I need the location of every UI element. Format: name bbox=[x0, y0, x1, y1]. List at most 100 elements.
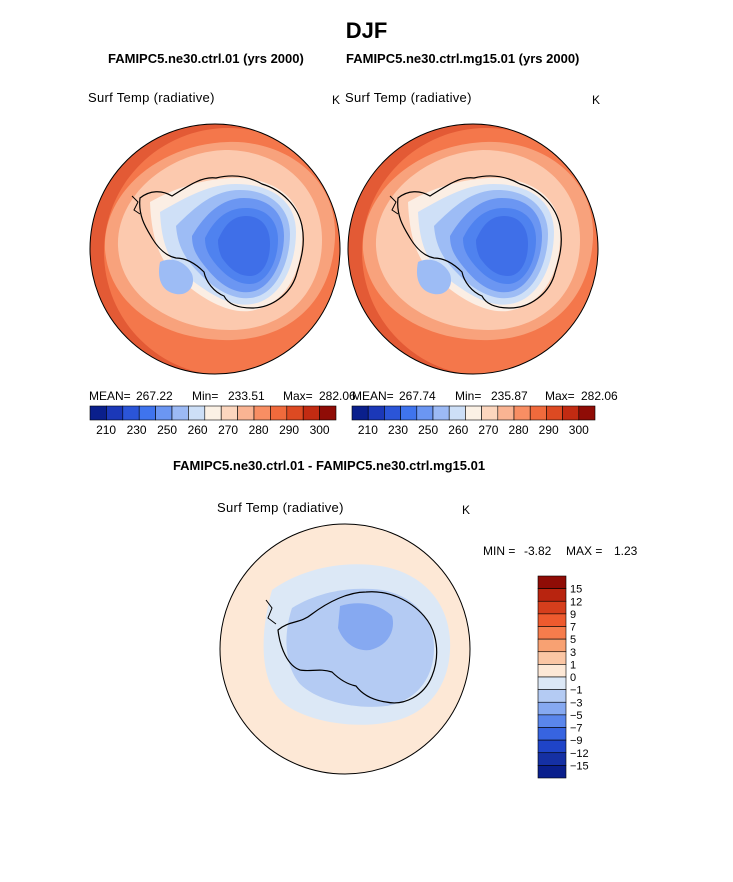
panel-2-mean-label: MEAN= bbox=[352, 389, 394, 403]
panel-2-colorbar-swatch bbox=[513, 405, 531, 421]
panel-1-max-label: Max= bbox=[283, 389, 313, 403]
panel-1-max-value: 282.06 bbox=[319, 389, 356, 403]
panel-1-colorbar-swatch bbox=[253, 405, 271, 421]
panel-2-colorbar-swatch bbox=[416, 405, 434, 421]
panel-1-mean-value: 267.22 bbox=[136, 389, 173, 403]
difference-colorbar-tick-label: −5 bbox=[570, 710, 583, 722]
difference-colorbar-tick-label: 3 bbox=[570, 647, 576, 659]
panel-2-colorbar-swatch bbox=[400, 405, 418, 421]
difference-colorbar-tick-label: −7 bbox=[570, 723, 583, 735]
panel-1-mean-label: MEAN= bbox=[89, 389, 131, 403]
panel-2-coastline bbox=[397, 175, 562, 309]
panel-1-variable-label: Surf Temp (radiative) bbox=[88, 90, 215, 105]
panel-2-field-ross-sea bbox=[416, 259, 452, 295]
panel-2-colorbar-tick-label: 230 bbox=[388, 423, 408, 437]
difference-colorbar-swatch bbox=[537, 638, 567, 653]
panel-2-max-value: 282.06 bbox=[581, 389, 618, 403]
panel-1-colorbar-tick-label: 230 bbox=[127, 423, 147, 437]
difference-colorbar-swatch bbox=[537, 664, 567, 678]
panel-1-colorbar: 210 230 250 260 270 280 290 300 bbox=[89, 405, 337, 437]
difference-colorbar-tick-label: −1 bbox=[570, 685, 583, 697]
panel-1-colorbar-swatch bbox=[302, 405, 320, 421]
difference-colorbar-tick-label: −12 bbox=[570, 748, 589, 760]
difference-colorbar-swatch bbox=[537, 701, 567, 716]
difference-colorbar-swatch bbox=[537, 752, 567, 766]
panel-2-colorbar-tick-label: 280 bbox=[509, 423, 529, 437]
panel-2-colorbar-tick-label: 290 bbox=[539, 423, 559, 437]
difference-colorbar-tick-label: 1 bbox=[570, 659, 576, 671]
difference-peninsula-line bbox=[265, 599, 277, 625]
difference-colorbar-tick-label: 12 bbox=[570, 596, 582, 608]
panel-1-colorbar-swatch bbox=[319, 405, 337, 421]
difference-colorbar-swatch bbox=[537, 727, 567, 741]
difference-field-region-3 bbox=[338, 603, 394, 651]
panel-1-colorbar-tick-label: 250 bbox=[157, 423, 177, 437]
difference-max-value: 1.23 bbox=[614, 544, 638, 558]
panel-2-colorbar-tick-label: 300 bbox=[569, 423, 589, 437]
difference-colorbar-tick-label: 5 bbox=[570, 634, 576, 646]
panel-2-map-border bbox=[347, 123, 599, 375]
panel-1-colorbar-swatch bbox=[270, 405, 288, 421]
panel-1-colorbar-swatch bbox=[286, 405, 304, 421]
difference-colorbar-tick-label: −3 bbox=[570, 697, 583, 709]
panel-1-units-label: K bbox=[332, 93, 341, 107]
panel-1-peninsula-line bbox=[131, 195, 141, 215]
difference-colorbar-swatch bbox=[537, 689, 567, 703]
panel-2-map bbox=[347, 123, 599, 375]
panel-1-colorbar-swatch bbox=[122, 405, 140, 421]
difference-title: FAMIPC5.ne30.ctrl.01 - FAMIPC5.ne30.ctrl… bbox=[172, 458, 486, 473]
difference-colorbar-tick-label: 0 bbox=[570, 672, 576, 684]
panel-1-field-ross-sea bbox=[158, 259, 194, 295]
panel-1-colorbar-tick-label: 280 bbox=[249, 423, 269, 437]
difference-colorbar-swatch bbox=[537, 600, 567, 615]
difference-max-label: MAX = bbox=[566, 544, 603, 558]
panel-1-colorbar-swatch bbox=[106, 405, 124, 421]
panel-1-colorbar-tick-label: 290 bbox=[279, 423, 299, 437]
difference-colorbar-tick-label: −9 bbox=[570, 735, 583, 747]
panel-2-colorbar-swatch bbox=[432, 405, 450, 421]
panel-1-colorbar-swatch bbox=[220, 405, 238, 421]
difference-min-value: -3.82 bbox=[524, 544, 552, 558]
panel-1-min-label: Min= bbox=[192, 389, 219, 403]
panel-2-colorbar-swatch bbox=[351, 405, 369, 421]
panel-2-max-label: Max= bbox=[545, 389, 575, 403]
panel-1-colorbar-swatch bbox=[138, 405, 156, 421]
panel-2-colorbar-swatch bbox=[578, 405, 596, 421]
panel-2-peninsula-line bbox=[389, 195, 399, 215]
panel-2-min-value: 235.87 bbox=[491, 389, 528, 403]
difference-colorbar-swatch bbox=[537, 714, 567, 728]
difference-colorbar-swatch bbox=[537, 575, 567, 589]
panel-1-map-border bbox=[89, 123, 341, 375]
difference-colorbar-swatch bbox=[537, 613, 567, 627]
panel-1-map bbox=[89, 123, 341, 375]
difference-colorbar-tick-label: 7 bbox=[570, 622, 576, 634]
panel-2-units-label: K bbox=[592, 93, 601, 107]
difference-colorbar-swatch bbox=[537, 651, 567, 665]
panel-1-field-core bbox=[218, 216, 270, 276]
panel-2-colorbar-swatch bbox=[465, 405, 482, 421]
difference-map-border bbox=[219, 523, 471, 775]
panel-1-colorbar-swatch bbox=[171, 405, 189, 421]
difference-map bbox=[219, 523, 471, 775]
panel-2-mean-value: 267.74 bbox=[399, 389, 436, 403]
panel-1-case-title: FAMIPC5.ne30.ctrl.01 (yrs 2000) bbox=[108, 51, 304, 66]
panel-2-colorbar-swatch bbox=[384, 405, 401, 421]
panel-1-colorbar-tick-label: 260 bbox=[188, 423, 208, 437]
panel-2-colorbar-swatch bbox=[562, 405, 580, 421]
panel-2-colorbar-tick-label: 250 bbox=[418, 423, 438, 437]
page-title: DJF bbox=[345, 18, 388, 43]
panel-2-colorbar-swatch bbox=[497, 405, 515, 421]
panel-1-colorbar-tick-label: 300 bbox=[310, 423, 330, 437]
panel-2-colorbar-swatch bbox=[529, 405, 547, 421]
difference-units-label: K bbox=[462, 503, 471, 517]
difference-colorbar-swatch bbox=[537, 626, 567, 640]
panel-1-colorbar-tick-label: 270 bbox=[218, 423, 238, 437]
panel-2-min-label: Min= bbox=[455, 389, 482, 403]
panel-1-colorbar-swatch bbox=[188, 405, 206, 421]
panel-2-field-core bbox=[476, 216, 528, 276]
difference-colorbar-swatch bbox=[537, 765, 567, 779]
difference-colorbar-swatch bbox=[537, 739, 567, 754]
panel-1-colorbar-swatch bbox=[155, 405, 173, 421]
panel-1-colorbar-swatch bbox=[237, 405, 255, 421]
